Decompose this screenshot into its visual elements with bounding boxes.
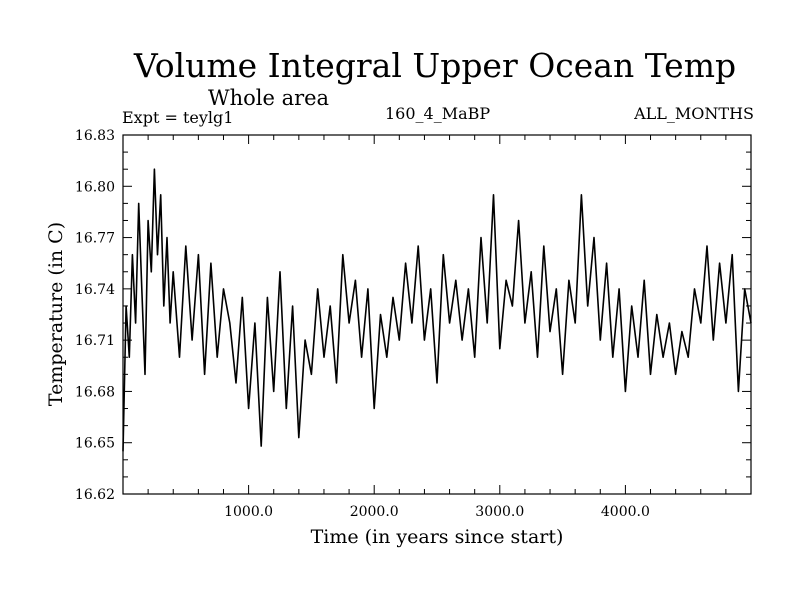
run-label: 160_4_MaBP xyxy=(385,104,491,123)
x-tick-label: 4000.0 xyxy=(601,504,650,520)
experiment-label: Expt = teylg1 xyxy=(122,108,234,127)
y-tick-label: 16.71 xyxy=(75,333,115,349)
x-tick-label: 2000.0 xyxy=(350,504,399,520)
x-tick-label: 3000.0 xyxy=(475,504,524,520)
chart-title: Volume Integral Upper Ocean Temp xyxy=(133,46,737,85)
y-tick-label: 16.65 xyxy=(75,436,115,452)
y-tick-label: 16.62 xyxy=(75,487,115,503)
y-tick-label: 16.80 xyxy=(75,179,115,195)
y-axis-label: Temperature (in C) xyxy=(45,222,67,406)
y-tick-label: 16.77 xyxy=(75,231,115,247)
y-tick-label: 16.83 xyxy=(75,128,115,144)
plot-frame xyxy=(122,134,752,495)
x-tick-label: 1000.0 xyxy=(224,504,273,520)
chart-subtitle: Whole area xyxy=(208,86,330,110)
y-tick-label: 16.74 xyxy=(75,282,115,298)
x-axis-label: Time (in years since start) xyxy=(311,526,564,548)
series-line-0 xyxy=(122,168,752,452)
y-tick-label: 16.68 xyxy=(75,384,115,400)
months-label: ALL_MONTHS xyxy=(634,104,754,123)
